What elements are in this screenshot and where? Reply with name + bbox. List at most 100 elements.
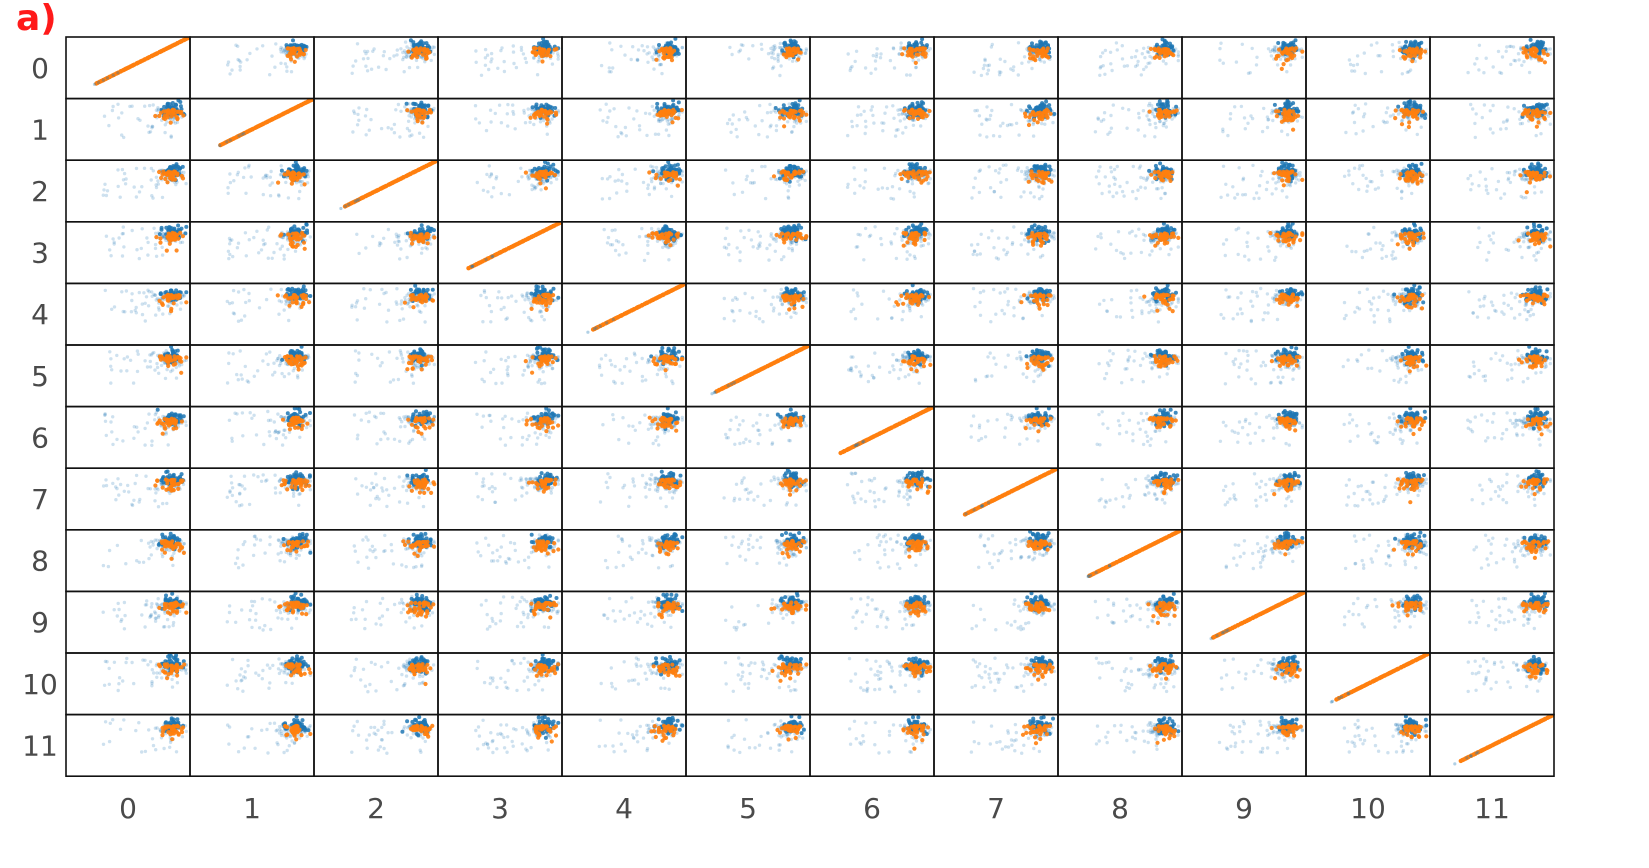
- data-point-blue: [1408, 68, 1413, 72]
- data-point-blue: [998, 124, 1003, 128]
- data-point-orange: [537, 113, 542, 119]
- data-point-blue: [1350, 69, 1354, 73]
- data-point-blue: [652, 108, 656, 112]
- data-point-blue: [1120, 57, 1125, 61]
- data-point-blue: [417, 131, 422, 135]
- data-point-blue: [526, 177, 531, 181]
- data-point-blue: [998, 57, 1002, 61]
- data-point-blue: [1288, 63, 1293, 67]
- data-point-blue: [776, 52, 780, 57]
- data-point-blue: [1122, 64, 1127, 68]
- data-point-orange: [912, 110, 917, 115]
- data-point-blue: [1369, 43, 1374, 47]
- data-point-blue: [1161, 59, 1166, 63]
- data-point-orange: [1027, 51, 1033, 57]
- data-point-blue: [493, 111, 497, 116]
- data-point-blue: [487, 67, 491, 72]
- data-point-orange: [528, 115, 533, 120]
- data-point-blue: [268, 183, 272, 187]
- data-point-blue: [1152, 114, 1157, 119]
- data-point-orange: [409, 109, 414, 114]
- data-point-blue: [657, 54, 661, 59]
- data-point-orange: [1531, 111, 1536, 116]
- data-point-blue: [848, 68, 852, 73]
- data-point-blue: [1011, 68, 1015, 73]
- data-point-orange: [554, 112, 559, 117]
- data-point-blue: [1171, 106, 1176, 111]
- data-point-blue: [244, 191, 248, 195]
- data-point-blue: [149, 178, 153, 182]
- data-point-orange: [1027, 46, 1032, 51]
- data-point-blue: [1044, 99, 1049, 104]
- data-point-blue: [768, 102, 772, 107]
- data-point-blue: [1512, 107, 1516, 111]
- data-point-blue: [534, 185, 538, 190]
- data-point-blue: [1272, 47, 1277, 51]
- data-point-orange: [1035, 120, 1040, 125]
- data-point-orange: [653, 176, 658, 181]
- data-point-blue: [727, 118, 732, 122]
- data-point-blue: [649, 177, 654, 181]
- data-point-blue: [652, 187, 657, 191]
- data-point-orange: [1407, 120, 1412, 125]
- data-point-blue: [174, 182, 178, 187]
- data-point-blue: [532, 122, 536, 127]
- matrix-cell: [437, 159, 563, 223]
- data-point-blue: [136, 117, 140, 121]
- data-point-blue: [730, 122, 734, 126]
- data-point-blue: [379, 126, 384, 131]
- data-point-blue: [912, 195, 916, 199]
- data-point-blue: [1099, 119, 1104, 123]
- data-point-blue: [111, 104, 115, 109]
- data-point-blue: [774, 128, 779, 133]
- data-point-blue: [1260, 129, 1265, 134]
- data-point-blue: [542, 42, 547, 47]
- data-point-blue: [1505, 45, 1509, 49]
- data-point-blue: [1103, 48, 1108, 53]
- data-point-blue: [281, 50, 285, 54]
- data-point-blue: [780, 48, 785, 53]
- data-point-blue: [532, 56, 536, 60]
- data-point-blue: [168, 165, 173, 169]
- data-point-blue: [760, 47, 764, 51]
- data-point-blue: [1151, 107, 1155, 111]
- data-point-blue: [120, 133, 124, 137]
- data-point-blue: [1162, 121, 1167, 126]
- data-point-blue: [116, 168, 120, 172]
- data-point-blue: [1266, 117, 1271, 122]
- data-point-blue: [268, 73, 272, 77]
- data-point-blue: [412, 101, 417, 106]
- data-point-blue: [1488, 127, 1493, 131]
- data-point-blue: [178, 104, 183, 109]
- data-point-blue: [1141, 109, 1146, 113]
- data-point-blue: [151, 169, 155, 173]
- data-point-orange: [1287, 109, 1292, 114]
- data-point-blue: [771, 48, 775, 53]
- points-group: [1221, 99, 1305, 138]
- data-point-blue: [536, 60, 540, 64]
- data-point-orange: [785, 49, 790, 54]
- matrix-cell: [561, 36, 687, 100]
- data-point-orange: [420, 120, 425, 125]
- data-point-orange: [1032, 113, 1037, 118]
- data-point-blue: [883, 111, 887, 115]
- data-point-blue: [364, 51, 368, 56]
- data-point-blue: [1522, 59, 1526, 64]
- data-point-blue: [298, 189, 302, 194]
- data-point-blue: [130, 104, 134, 108]
- data-point-blue: [1151, 112, 1155, 116]
- data-point-blue: [610, 48, 614, 52]
- data-point-blue: [527, 168, 532, 173]
- data-point-orange: [1413, 48, 1419, 53]
- data-point-orange: [302, 182, 307, 187]
- data-point-blue: [1399, 119, 1404, 123]
- data-point-blue: [228, 72, 232, 76]
- data-point-blue: [357, 118, 361, 123]
- data-point-orange: [297, 52, 302, 57]
- data-point-orange: [1284, 58, 1289, 63]
- data-point-blue: [750, 181, 755, 185]
- points-group: [972, 39, 1052, 78]
- data-point-blue: [1038, 57, 1042, 61]
- data-point-blue: [784, 182, 789, 186]
- data-point-blue: [1133, 55, 1138, 59]
